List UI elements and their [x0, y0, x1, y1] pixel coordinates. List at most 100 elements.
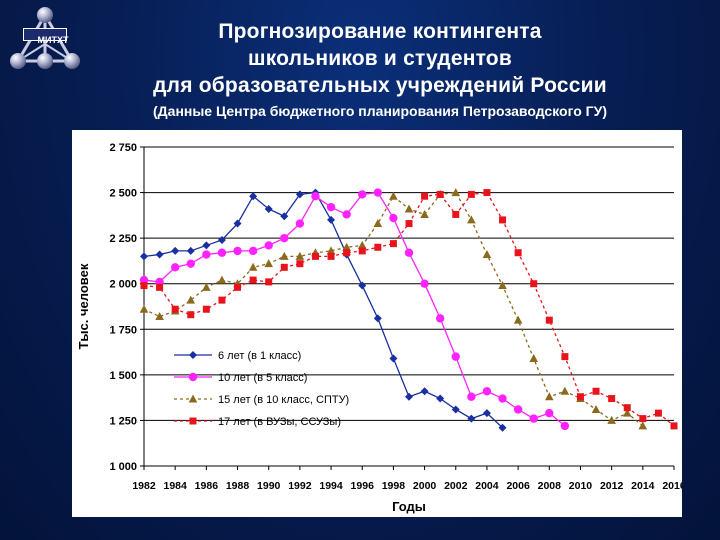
title-line-1: Прогнозирование контингента	[218, 20, 542, 43]
x-tick-label: 1992	[288, 480, 312, 492]
series-point-3	[530, 280, 538, 288]
series-point-2	[279, 251, 289, 260]
series-point-0	[420, 387, 429, 396]
series-point-0	[498, 423, 507, 432]
series-point-3	[608, 395, 616, 403]
series-point-2	[264, 259, 274, 268]
series-point-1	[560, 421, 570, 431]
series-point-2	[420, 209, 429, 218]
series-point-3	[187, 311, 195, 319]
series-point-2	[342, 242, 351, 251]
series-point-1	[342, 210, 351, 219]
series-point-2	[451, 188, 461, 197]
series-point-3	[592, 387, 600, 395]
series-point-1	[217, 248, 227, 257]
y-tick-label: 2 250	[109, 233, 137, 245]
series-point-3	[265, 278, 273, 286]
series-point-1	[373, 188, 383, 197]
x-tick-label: 1994	[319, 480, 343, 492]
series-point-0	[389, 354, 398, 363]
x-tick-label: 2010	[569, 480, 593, 492]
series-point-1	[389, 213, 398, 223]
x-tick-label: 1996	[351, 480, 375, 492]
series-point-2	[248, 262, 258, 271]
series-point-3	[670, 422, 678, 430]
series-line-2	[143, 191, 644, 427]
series-point-1	[358, 190, 367, 199]
series-point-1	[264, 241, 273, 250]
x-tick-label: 1988	[226, 480, 250, 492]
series-point-3	[436, 190, 444, 198]
series-point-2	[155, 312, 164, 321]
series-point-1	[545, 408, 554, 418]
series-point-1	[529, 414, 538, 423]
series-point-0	[467, 414, 476, 423]
series-point-3	[249, 276, 257, 284]
x-tick-label: 2008	[538, 480, 562, 492]
y-tick-label: 1 250	[109, 415, 137, 427]
series-point-1	[435, 314, 445, 323]
series-point-1	[233, 246, 242, 256]
series-point-1	[186, 259, 195, 268]
series-point-3	[483, 189, 491, 197]
series-line-1	[143, 191, 566, 427]
y-tick-label: 2 000	[109, 279, 137, 291]
series-point-0	[155, 250, 164, 259]
series-point-2	[482, 250, 492, 259]
series-point-0	[295, 190, 304, 199]
legend-label-1: 10 лет (в 5 класс)	[218, 372, 307, 384]
series-point-0	[140, 252, 148, 261]
series-point-2	[295, 251, 305, 260]
series-point-3	[234, 283, 242, 291]
series-point-2	[591, 404, 601, 413]
series-point-2	[139, 304, 149, 313]
title-line-3: для образовательных учреждений России	[153, 74, 607, 97]
series-point-3	[140, 282, 148, 290]
page-title: Прогнозирование контингента школьников и…	[100, 18, 660, 99]
series-line-0	[143, 191, 503, 429]
series-point-3	[654, 409, 662, 417]
x-tick-label: 1982	[132, 480, 156, 492]
series-point-0	[436, 394, 445, 403]
series-point-3	[311, 252, 319, 260]
series-point-1	[280, 233, 289, 243]
series-point-0	[171, 246, 180, 255]
logo-text: МИТХТ	[37, 35, 69, 45]
y-tick-label: 1 500	[109, 370, 137, 382]
series-point-3	[374, 243, 382, 251]
x-axis-label: Годы	[392, 499, 426, 514]
x-tick-label: 1990	[257, 480, 281, 492]
series-point-3	[405, 220, 413, 228]
series-point-3	[467, 190, 475, 198]
series-point-3	[452, 210, 460, 218]
x-tick-label: 2002	[444, 480, 468, 492]
series-point-1	[498, 394, 507, 403]
series-point-3	[514, 249, 522, 257]
series-point-2	[373, 219, 383, 228]
y-axis-label: Тыс. человек	[76, 263, 91, 349]
legend-marker-3	[189, 417, 197, 425]
series-point-2	[607, 415, 616, 424]
series-point-2	[638, 421, 648, 430]
legend-marker-2	[188, 394, 198, 403]
series-point-3	[389, 240, 397, 248]
series-point-3	[639, 415, 647, 423]
series-point-3	[156, 283, 164, 291]
series-point-2	[389, 191, 398, 200]
series-point-1	[170, 263, 180, 272]
series-point-1	[513, 405, 523, 414]
series-point-2	[404, 204, 414, 213]
series-point-2	[544, 392, 554, 401]
series-point-0	[233, 219, 242, 228]
chart-panel: 1 000 1 250 1 500 1 750 2 000 2 250 2 500 2 750…	[72, 130, 682, 517]
series-point-3	[218, 296, 226, 304]
y-tick-label: 2 500	[109, 188, 137, 200]
series-point-1	[451, 352, 460, 361]
logo-molecule-icon	[10, 7, 80, 69]
series-point-1	[248, 246, 258, 256]
legend-marker-0	[189, 351, 197, 359]
series-point-1	[467, 392, 476, 401]
series-point-0	[327, 215, 336, 224]
series-point-3	[623, 404, 631, 412]
series-point-2	[357, 240, 367, 249]
